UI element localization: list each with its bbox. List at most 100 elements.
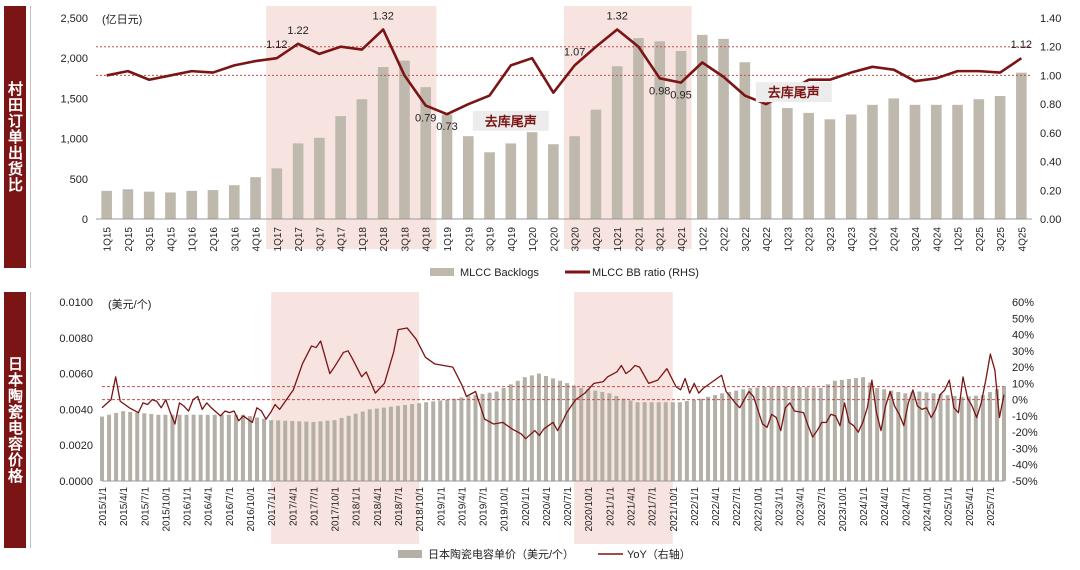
x-tick-label: 2Q23 [805, 227, 816, 252]
price-bar [212, 414, 217, 481]
price-bar [882, 389, 887, 481]
backlog-bar [441, 114, 453, 219]
price-bar [529, 375, 534, 481]
y-tick-left-bottom: 0.0080 [59, 333, 93, 345]
price-bar [748, 387, 753, 481]
price-bar [276, 420, 281, 481]
x-tick-label-bottom: 2018/10/1 [415, 487, 426, 532]
backlog-bar [101, 190, 112, 219]
backlog-bar [122, 189, 134, 219]
price-bar [522, 377, 527, 481]
y-tick-right-bottom: -50% [1012, 476, 1038, 488]
price-bar [931, 393, 936, 481]
price-bar [734, 390, 739, 481]
price-bar [952, 395, 957, 481]
y-tick-left: 0 [82, 214, 88, 226]
y-tick-right-bottom: 20% [1012, 362, 1034, 374]
x-tick-label: 1Q16 [188, 227, 199, 252]
backlog-bar [973, 99, 985, 219]
data-label: 0.98 [649, 85, 670, 97]
price-bar [304, 421, 309, 481]
x-tick-label: 4Q21 [677, 227, 688, 252]
y-tick-right-bottom: 60% [1012, 297, 1034, 309]
price-bar [388, 406, 393, 481]
x-tick-label: 4Q17 [337, 227, 348, 252]
x-tick-label: 3Q25 [996, 227, 1007, 252]
price-bar [325, 420, 330, 481]
backlog-bar [143, 191, 155, 219]
y-tick-right: 1.40 [1040, 13, 1061, 25]
x-tick-label: 1Q18 [358, 227, 369, 252]
divider-top [30, 6, 31, 268]
price-bar [551, 378, 555, 481]
price-bar [868, 382, 873, 481]
backlog-bar [314, 137, 325, 219]
price-bar [536, 373, 541, 481]
price-bar [403, 404, 408, 481]
price-bar [684, 401, 689, 481]
yoy-line [101, 327, 1005, 440]
x-tick-label-bottom: 2023/4/1 [796, 487, 807, 526]
y-tick-right: 0.80 [1040, 99, 1061, 111]
x-tick-label-bottom: 2021/10/1 [669, 487, 680, 532]
data-label: 1.32 [372, 10, 393, 22]
price-bar [593, 390, 598, 481]
x-tick-label: 2Q21 [634, 227, 645, 252]
price-bar [769, 386, 774, 481]
x-tick-label-bottom: 2018/4/1 [373, 487, 384, 526]
x-tick-label: 3Q23 [826, 227, 837, 252]
x-tick-label-bottom: 2025/1/1 [944, 487, 955, 526]
x-tick-label: 1Q24 [868, 227, 879, 252]
backlog-bar [994, 95, 1006, 219]
price-bar [283, 420, 288, 481]
x-tick-label-bottom: 2020/7/1 [563, 487, 574, 526]
x-tick-label-bottom: 2021/1/1 [605, 487, 616, 526]
x-tick-label-bottom: 2024/4/1 [880, 487, 891, 526]
x-tick-label-bottom: 2024/7/1 [901, 487, 912, 526]
price-bar [114, 412, 119, 481]
backlog-bar [888, 98, 900, 219]
x-tick-label: 3Q20 [571, 227, 582, 252]
x-tick-label-bottom: 2016/10/1 [246, 487, 257, 532]
price-bar [480, 393, 485, 481]
legend-swatch-backlog [430, 268, 454, 276]
x-tick-label-bottom: 2015/7/1 [140, 487, 151, 526]
price-bar [346, 415, 351, 481]
price-bar [818, 387, 823, 481]
backlog-bar [696, 34, 708, 219]
price-bar [720, 393, 725, 481]
x-tick-label-bottom: 2021/4/1 [627, 487, 638, 526]
backlog-bar [271, 168, 283, 219]
bb-ratio-line [106, 28, 1023, 116]
price-bar [924, 392, 929, 481]
y-tick-right-bottom: -40% [1012, 460, 1038, 472]
data-label: 0.79 [415, 113, 436, 125]
x-tick-label-bottom: 2016/4/1 [204, 487, 215, 526]
price-bar [628, 400, 633, 481]
x-tick-label: 4Q15 [166, 227, 177, 252]
data-label: 1.22 [287, 25, 308, 37]
price-bar [494, 391, 499, 481]
price-bar [163, 414, 168, 481]
price-bar [987, 392, 992, 481]
x-tick-label: 3Q19 [486, 227, 497, 252]
price-bar [706, 396, 711, 481]
x-tick-label: 2Q17 [294, 227, 305, 252]
price-bar [917, 391, 922, 481]
annotation-text: 去库尾声 [768, 85, 820, 100]
x-tick-label-bottom: 2024/1/1 [859, 487, 870, 526]
side-label-bottom: 日本陶瓷电容价格 [4, 292, 26, 548]
backlog-bar [633, 38, 644, 219]
x-tick-label-bottom: 2016/1/1 [183, 487, 194, 526]
price-bar [614, 395, 619, 481]
x-tick-label-bottom: 2025/7/1 [986, 487, 997, 526]
backlog-bar [760, 93, 772, 219]
backlog-bar [654, 41, 666, 219]
price-bar [565, 383, 570, 481]
x-tick-label-bottom: 2018/1/1 [352, 487, 363, 526]
x-tick-label: 3Q24 [911, 227, 922, 252]
legend-label-bb: MLCC BB ratio (RHS) [592, 267, 699, 279]
side-label-top: 村田订单出货比 [4, 6, 26, 268]
x-tick-label-bottom: 2020/4/1 [542, 487, 553, 526]
data-label: 0.73 [436, 121, 457, 133]
